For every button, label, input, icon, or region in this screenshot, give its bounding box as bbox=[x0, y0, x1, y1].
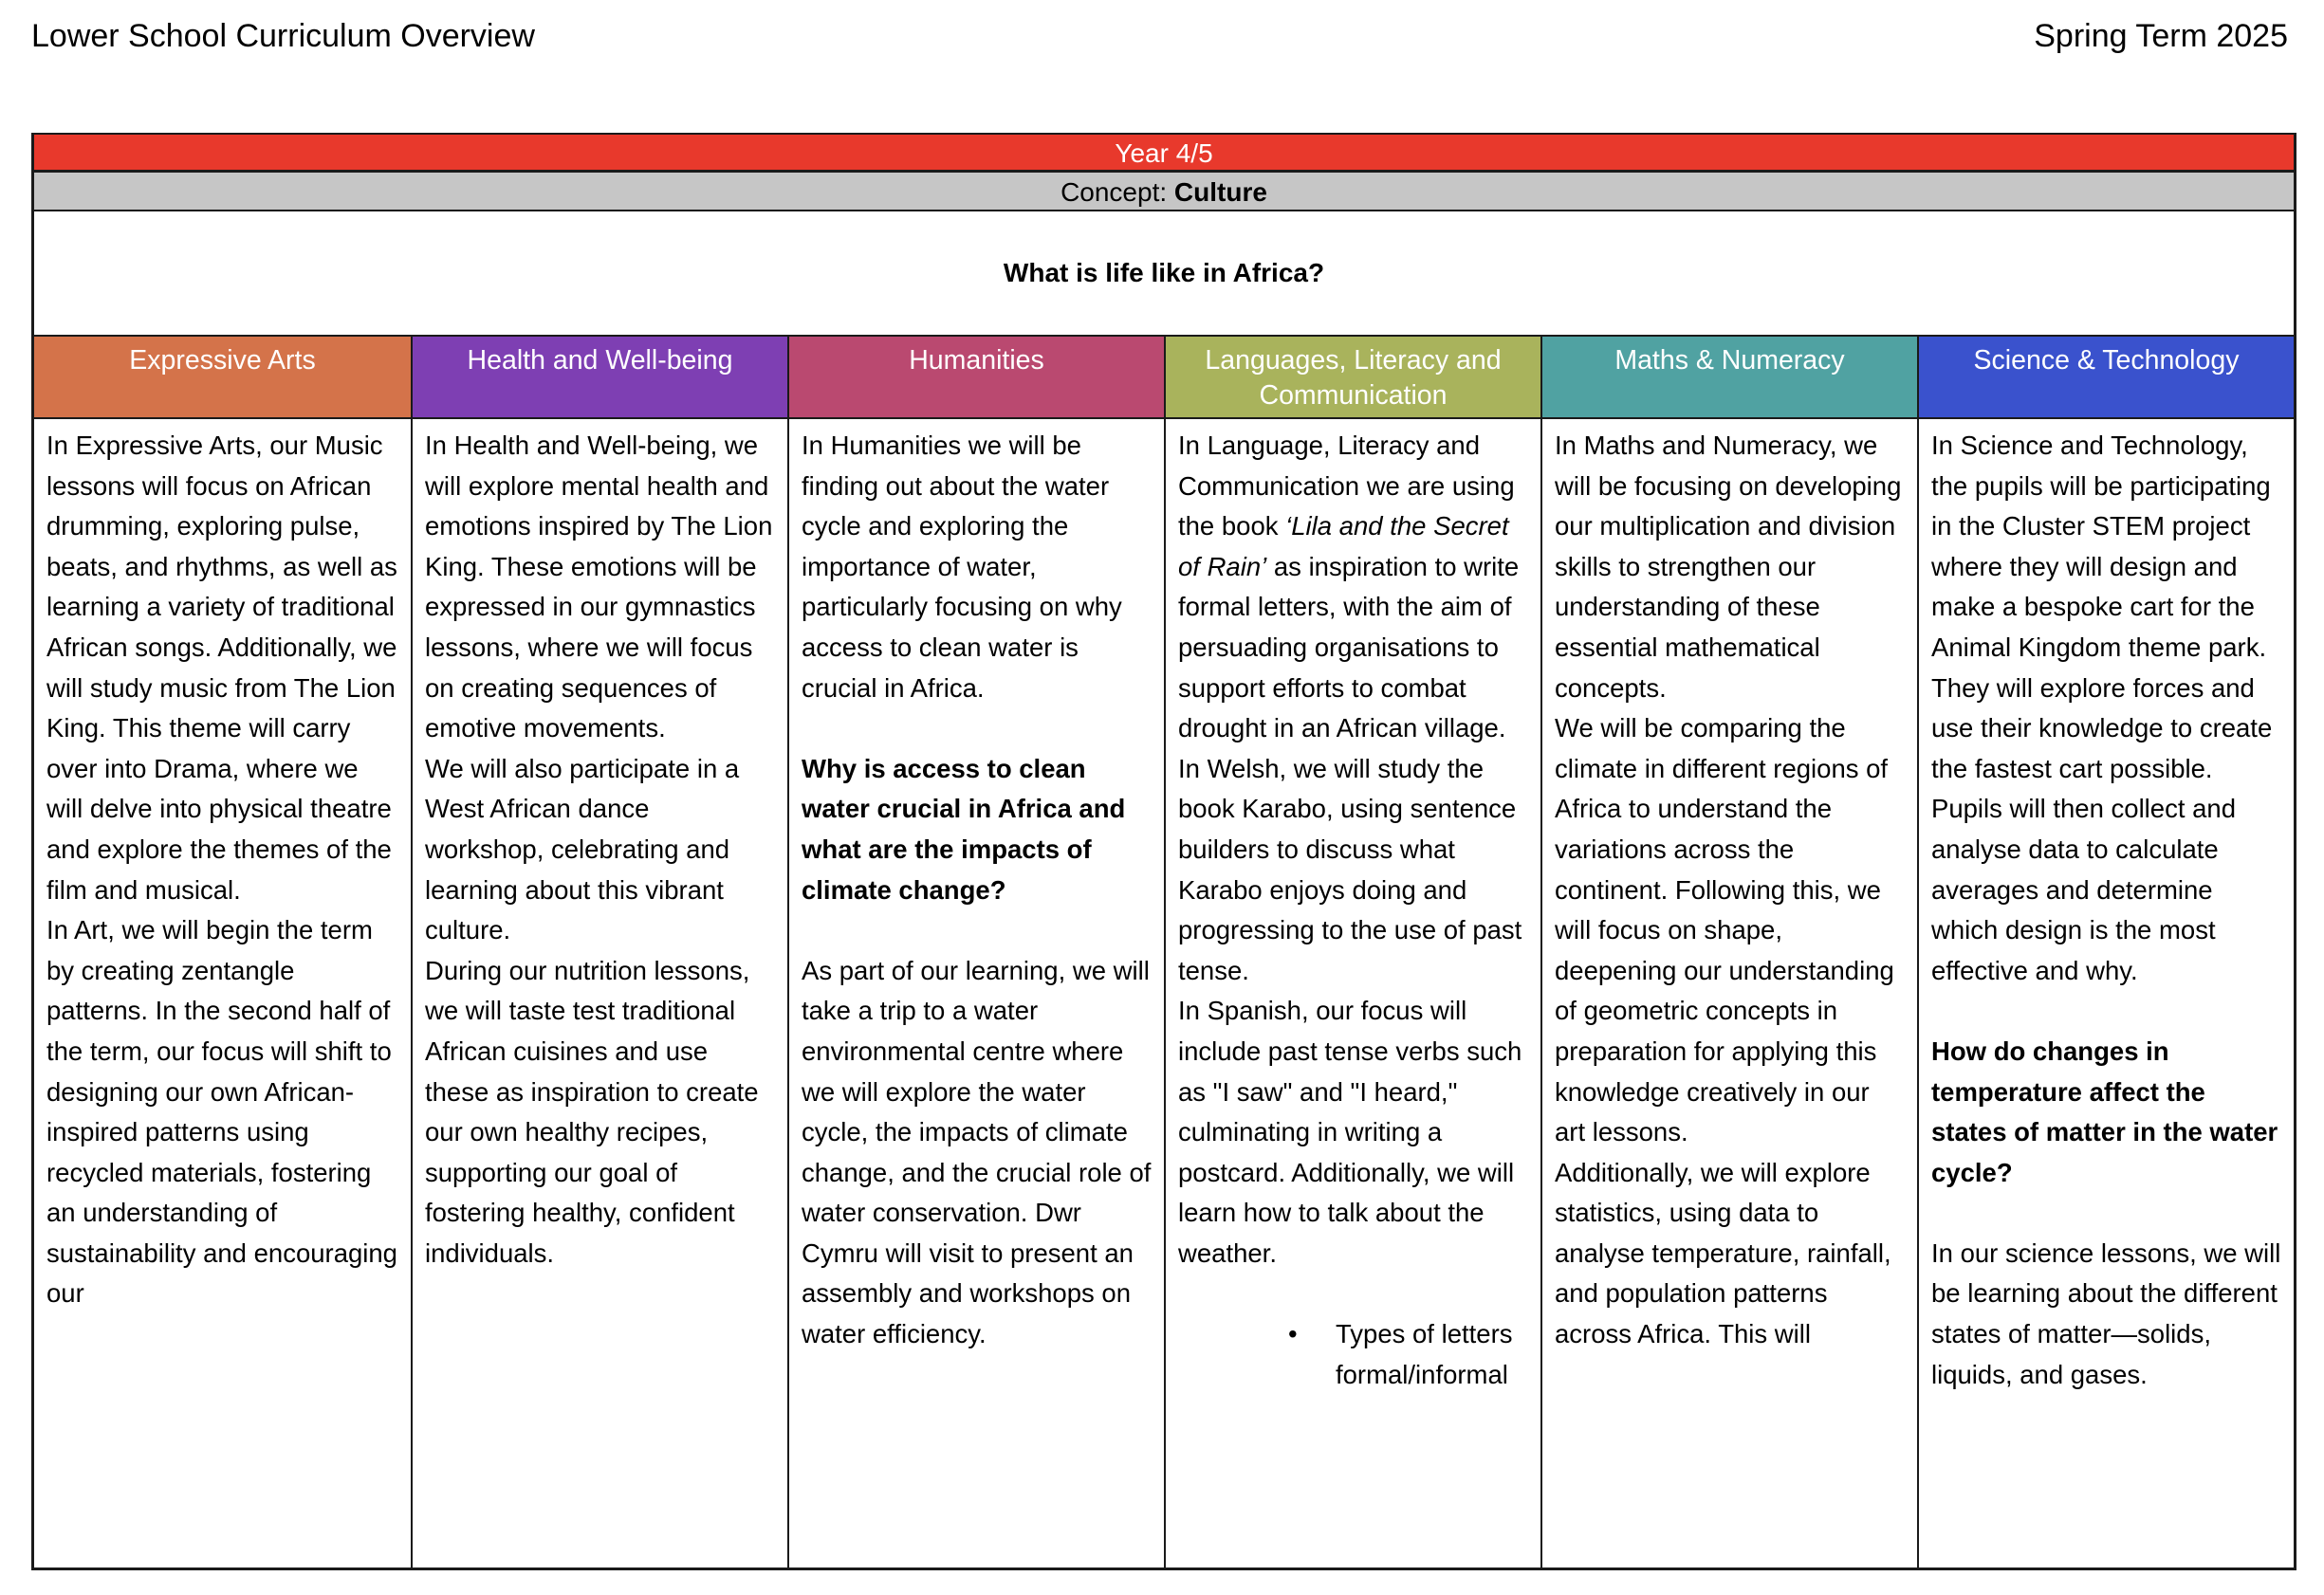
column-header-expressive-arts: Expressive Arts bbox=[34, 337, 411, 419]
column-body-humanities: In Humanities we will be finding out abo… bbox=[787, 419, 1164, 1568]
text-run: In Expressive Arts, our Music lessons wi… bbox=[46, 431, 397, 905]
column-header-languages-literacy-communication: Languages, Literacy and Communication bbox=[1164, 337, 1540, 419]
paragraph: We will be comparing the climate in diff… bbox=[1555, 708, 1905, 1153]
bullet-item: • Types of letters formal/informal bbox=[1178, 1314, 1528, 1395]
column-body-languages-literacy-communication: In Language, Literacy and Communication … bbox=[1164, 419, 1540, 1568]
text-run: We will be comparing the climate in diff… bbox=[1555, 713, 1894, 1147]
text-run: How do changes in temperature affect the… bbox=[1931, 1036, 2278, 1187]
column-body-health-wellbeing: In Health and Well-being, we will explor… bbox=[411, 419, 787, 1568]
year-banner: Year 4/5 bbox=[34, 135, 2294, 173]
paragraph: In Humanities we will be finding out abo… bbox=[802, 426, 1152, 708]
text-run: In Science and Technology, the pupils wi… bbox=[1931, 431, 2273, 985]
paragraph: In Welsh, we will study the book Karabo,… bbox=[1178, 749, 1528, 992]
paragraph: In our science lessons, we will be learn… bbox=[1931, 1234, 2281, 1395]
term-label: Spring Term 2025 bbox=[2034, 18, 2288, 54]
bullet-icon: • bbox=[1288, 1319, 1298, 1349]
paragraph: We will also participate in a West Afric… bbox=[425, 749, 775, 951]
text-run: Types of letters formal/informal bbox=[1336, 1319, 1513, 1389]
text-run: We will also participate in a West Afric… bbox=[425, 753, 740, 945]
text-run: As part of our learning, we will take a … bbox=[802, 955, 1152, 1349]
column-header-health-wellbeing: Health and Well-being bbox=[411, 337, 787, 419]
concept-label: Concept: bbox=[1061, 177, 1174, 207]
paragraph: As part of our learning, we will take a … bbox=[802, 951, 1152, 1355]
text-run: Why is access to clean water crucial in … bbox=[802, 753, 1126, 905]
text-run: In Spanish, our focus will include past … bbox=[1178, 996, 1522, 1268]
paragraph: In Science and Technology, the pupils wi… bbox=[1931, 426, 2281, 991]
paragraph: In Expressive Arts, our Music lessons wi… bbox=[46, 426, 398, 910]
concept-banner: Concept: Culture bbox=[34, 173, 2294, 211]
paragraph: In Spanish, our focus will include past … bbox=[1178, 991, 1528, 1274]
paragraph: Additionally, we will explore statistics… bbox=[1555, 1153, 1905, 1355]
paragraph: In Art, we will begin the term by creati… bbox=[46, 910, 398, 1314]
text-run: During our nutrition lessons, we will ta… bbox=[425, 955, 759, 1268]
column-header-science-technology: Science & Technology bbox=[1917, 337, 2294, 419]
column-body-expressive-arts: In Expressive Arts, our Music lessons wi… bbox=[34, 419, 411, 1568]
paragraph: In Maths and Numeracy, we will be focusi… bbox=[1555, 426, 1905, 708]
paragraph: In Language, Literacy and Communication … bbox=[1178, 426, 1528, 749]
page-header: Lower School Curriculum Overview Spring … bbox=[0, 0, 2324, 133]
page-title: Lower School Curriculum Overview bbox=[31, 18, 535, 54]
text-run: as inspiration to write formal letters, … bbox=[1178, 551, 1520, 743]
text-run: ‘Lila and the Secret of Rain’ bbox=[1178, 511, 1509, 581]
column-body-science-technology: In Science and Technology, the pupils wi… bbox=[1917, 419, 2294, 1568]
concept-value: Culture bbox=[1173, 177, 1267, 207]
paragraph: In Health and Well-being, we will explor… bbox=[425, 426, 775, 749]
curriculum-table: Year 4/5 Concept: Culture What is life l… bbox=[31, 133, 2296, 1570]
column-header-maths-numeracy: Maths & Numeracy bbox=[1540, 337, 1917, 419]
topic-question: What is life like in Africa? bbox=[34, 211, 2294, 337]
paragraph: How do changes in temperature affect the… bbox=[1931, 1032, 2281, 1193]
column-body-maths-numeracy: In Maths and Numeracy, we will be focusi… bbox=[1540, 419, 1917, 1568]
text-run: In our science lessons, we will be learn… bbox=[1931, 1238, 2281, 1389]
text-run: In Health and Well-being, we will explor… bbox=[425, 431, 773, 743]
paragraph: Why is access to clean water crucial in … bbox=[802, 749, 1152, 910]
column-header-humanities: Humanities bbox=[787, 337, 1164, 419]
bullet-item-text: Types of letters formal/informal bbox=[1336, 1314, 1528, 1395]
text-run: In Maths and Numeracy, we will be focusi… bbox=[1555, 431, 1902, 703]
text-run: In Language, Literacy and Communication … bbox=[1178, 431, 1515, 541]
paragraph: During our nutrition lessons, we will ta… bbox=[425, 951, 775, 1274]
subject-grid: Expressive Arts Health and Well-being Hu… bbox=[34, 337, 2294, 1568]
text-run: In Art, we will begin the term by creati… bbox=[46, 915, 397, 1309]
text-run: In Welsh, we will study the book Karabo,… bbox=[1178, 753, 1522, 985]
text-run: Additionally, we will explore statistics… bbox=[1555, 1157, 1891, 1349]
text-run: In Humanities we will be finding out abo… bbox=[802, 431, 1122, 703]
